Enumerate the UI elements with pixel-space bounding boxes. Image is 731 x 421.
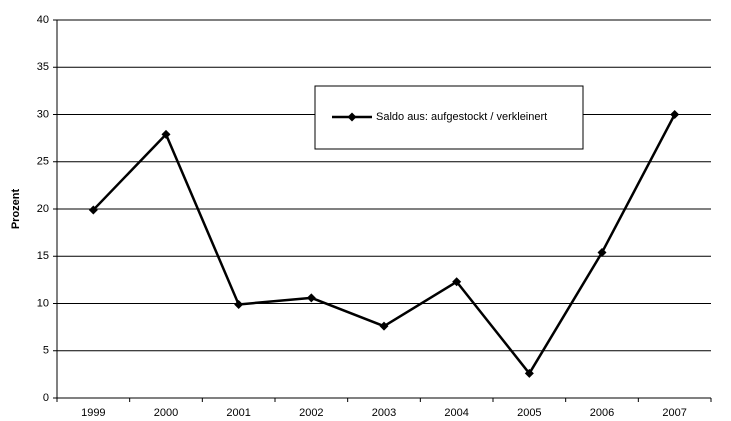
x-tick-label: 2005	[517, 407, 541, 419]
x-tick-label: 2000	[154, 407, 178, 419]
x-tick-label: 2001	[226, 407, 250, 419]
y-tick-label: 20	[37, 203, 49, 215]
y-tick-label: 10	[37, 297, 49, 309]
y-tick-label: 40	[37, 14, 49, 26]
x-tick-label: 2002	[299, 407, 323, 419]
y-tick-label: 30	[37, 108, 49, 120]
x-tick-label: 2006	[590, 407, 614, 419]
y-tick-label: 15	[37, 250, 49, 262]
y-axis-label: Prozent	[10, 188, 22, 229]
point-marker	[306, 293, 316, 303]
y-tick-label: 5	[43, 345, 49, 357]
series-line	[92, 113, 676, 375]
x-tick-label: 2007	[662, 407, 686, 419]
point-marker	[379, 321, 389, 331]
x-tick-label: 1999	[81, 407, 105, 419]
y-tick-label: 25	[37, 156, 49, 168]
point-marker	[88, 205, 98, 215]
point-marker	[452, 277, 462, 287]
point-marker	[161, 129, 171, 139]
x-tick-label: 2003	[372, 407, 396, 419]
point-marker	[524, 368, 534, 378]
point-marker	[597, 247, 607, 257]
legend-label: Saldo aus: aufgestockt / verkleinert	[376, 111, 547, 123]
y-tick-label: 35	[37, 61, 49, 73]
point-marker	[670, 110, 680, 119]
x-tick-label: 2004	[444, 407, 468, 419]
point-marker	[234, 299, 244, 309]
legend-marker	[347, 112, 357, 122]
y-tick-label: 0	[43, 392, 49, 404]
